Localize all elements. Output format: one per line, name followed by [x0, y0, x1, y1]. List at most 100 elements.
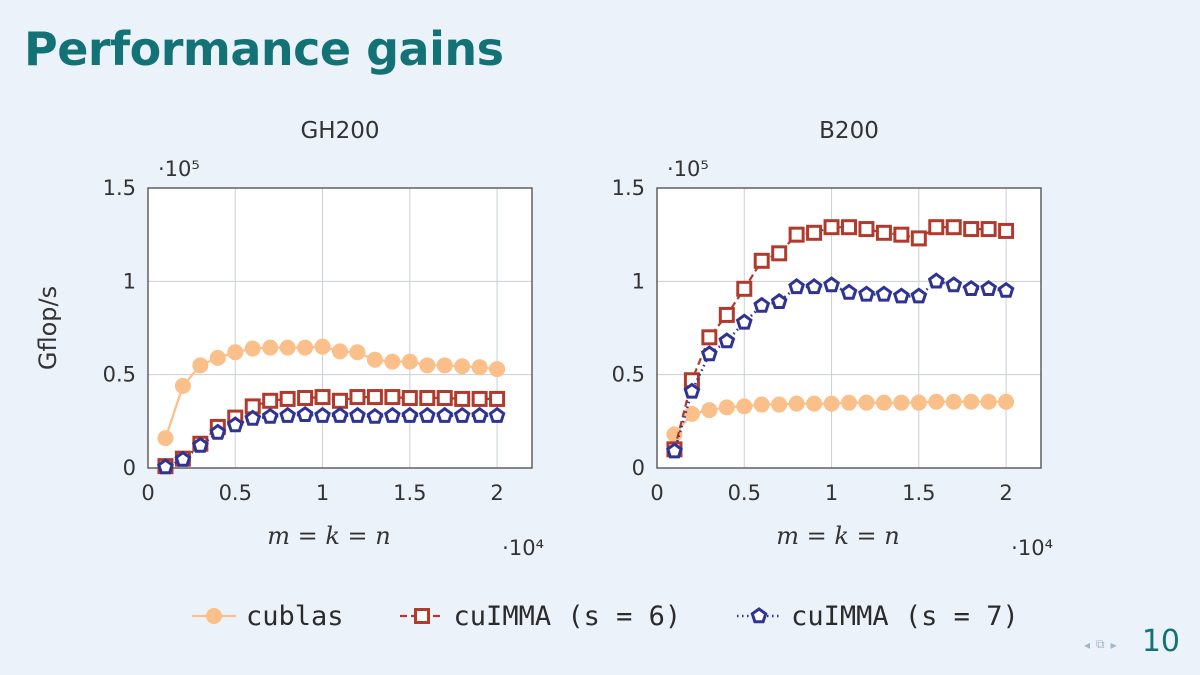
data-point-cuimma7 [279, 406, 297, 423]
data-point-cublas [489, 361, 506, 378]
data-point-cuimma6 [401, 390, 418, 406]
data-point-cublas [279, 339, 296, 356]
data-point-cublas [157, 430, 174, 447]
x-multiplier: ·10⁴ [502, 536, 544, 560]
plot-frame [656, 187, 1042, 469]
data-point-cuimma6 [736, 280, 753, 297]
data-point-cuimma7 [157, 458, 174, 475]
data-point-cublas [666, 426, 683, 443]
data-point-cuimma7 [753, 296, 771, 313]
legend-symbol-cublas [192, 608, 236, 624]
data-point-cuimma7 [488, 406, 506, 423]
data-point-cuimma7 [840, 283, 858, 300]
data-point-cuimma7 [927, 272, 945, 289]
data-point-cublas [771, 396, 788, 413]
data-point-cuimma7 [858, 285, 875, 302]
data-point-cublas [401, 353, 418, 370]
legend-marker [750, 607, 768, 624]
data-point-cuimma6 [806, 224, 823, 241]
x-axis-label: m = k = n [776, 522, 900, 550]
slide-title: Performance gains [24, 22, 504, 76]
data-point-cublas [701, 402, 718, 419]
data-point-cublas [875, 394, 892, 411]
data-point-cuimma7 [244, 409, 262, 426]
data-point-cuimma7 [980, 279, 998, 296]
data-point-cuimma6 [875, 224, 892, 241]
data-point-cuimma6 [384, 389, 401, 406]
data-point-cuimma7 [226, 416, 244, 433]
data-point-cublas [384, 353, 401, 370]
data-point-cublas [910, 394, 927, 411]
data-point-cuimma7 [770, 293, 788, 309]
data-point-cublas [209, 349, 226, 366]
x-tick-label: 1 [316, 481, 329, 505]
legend-item-cuimma7: cuIMMA (s = 7) [735, 601, 1019, 632]
data-point-cublas [858, 394, 875, 411]
legend-marker [206, 608, 222, 624]
plot-frame [147, 187, 533, 469]
data-point-cuimma6 [262, 392, 279, 409]
section-nav-icon[interactable]: ⧉ [1096, 637, 1105, 651]
data-point-cuimma7 [910, 287, 928, 304]
data-point-cuimma7 [805, 278, 823, 295]
data-point-cuimma7 [418, 406, 436, 423]
data-point-cuimma6 [489, 390, 506, 407]
data-point-cuimma7 [823, 276, 840, 293]
legend-symbol-cuimma7 [737, 607, 782, 624]
data-point-cuimma6 [998, 222, 1015, 239]
data-point-cuimma7 [261, 407, 279, 424]
data-point-cuimma7 [683, 382, 701, 399]
data-point-cublas [788, 395, 805, 412]
data-point-cublas [928, 393, 945, 410]
data-point-cublas [174, 377, 191, 394]
data-point-cublas [945, 393, 962, 410]
chart-panel-b200: 0 0.5 1 1.5 2 0 0.5 1 1.5 ·10⁵ ·10⁴ B200 m = k = n [612, 118, 1053, 560]
data-point-cuimma7 [366, 407, 384, 424]
chart-title: GH200 [300, 118, 379, 144]
data-point-cuimma6 [701, 329, 718, 346]
data-point-cuimma6 [858, 221, 875, 238]
data-point-cuimma6 [928, 219, 945, 236]
data-point-cuimma7 [735, 313, 753, 330]
legend-item-cuimma6: cuIMMA (s = 6) [398, 600, 682, 632]
data-point-cuimma7 [191, 436, 209, 453]
page-number: 10 [1141, 624, 1180, 659]
data-point-cublas [366, 351, 383, 368]
series-line-cuimma6 [673, 226, 1007, 450]
data-point-cublas [980, 393, 997, 410]
data-point-cublas [262, 339, 279, 356]
data-point-cuimma7 [174, 450, 192, 467]
data-point-cuimma6 [910, 230, 927, 247]
data-point-cuimma7 [296, 405, 314, 422]
data-point-cublas [806, 395, 823, 412]
data-point-cublas [893, 394, 910, 411]
legend-marker [413, 608, 430, 624]
chart-panel-gh200: 0 0.5 1 1.5 2 0 0.5 1 1.5 ·10⁵ ·10⁴ GH200 m = k = n G… [34, 118, 544, 560]
data-point-cublas [244, 340, 261, 357]
y-tick-label: 0 [632, 456, 645, 480]
data-point-cuimma6 [332, 392, 348, 409]
y-axis-label: Gflop/s [34, 286, 62, 370]
x-tick-label: 0 [141, 481, 154, 505]
data-point-cublas [963, 393, 980, 410]
y-tick-label: 0.5 [612, 363, 645, 387]
legend-item-cublas: cublas [190, 601, 344, 632]
data-point-cuimma6 [980, 221, 997, 238]
chart-legend: cublas cuIMMA (s = 6) cuIMMA (s = 7) [190, 596, 1019, 636]
data-point-cuimma7 [788, 278, 806, 295]
data-point-cuimma6 [945, 219, 962, 236]
nav-left-icon[interactable]: ◂ [1084, 637, 1091, 652]
data-point-cuimma6 [419, 390, 436, 406]
data-point-cublas [419, 357, 436, 374]
data-point-cublas [471, 359, 488, 376]
data-point-cublas [683, 405, 700, 422]
legend-label: cuIMMA (s = 6) [453, 600, 682, 632]
legend-label: cuIMMA (s = 7) [791, 600, 1019, 632]
slide-navigation[interactable]: ◂ ⧉ ▸ [1084, 637, 1117, 652]
data-point-cuimma7 [666, 442, 683, 459]
y-multiplier: ·10⁵ [667, 157, 709, 181]
nav-right-icon[interactable]: ▸ [1110, 637, 1117, 652]
data-point-cuimma6 [841, 219, 857, 236]
data-point-cuimma7 [349, 406, 366, 423]
y-tick-label: 0.5 [103, 363, 136, 387]
